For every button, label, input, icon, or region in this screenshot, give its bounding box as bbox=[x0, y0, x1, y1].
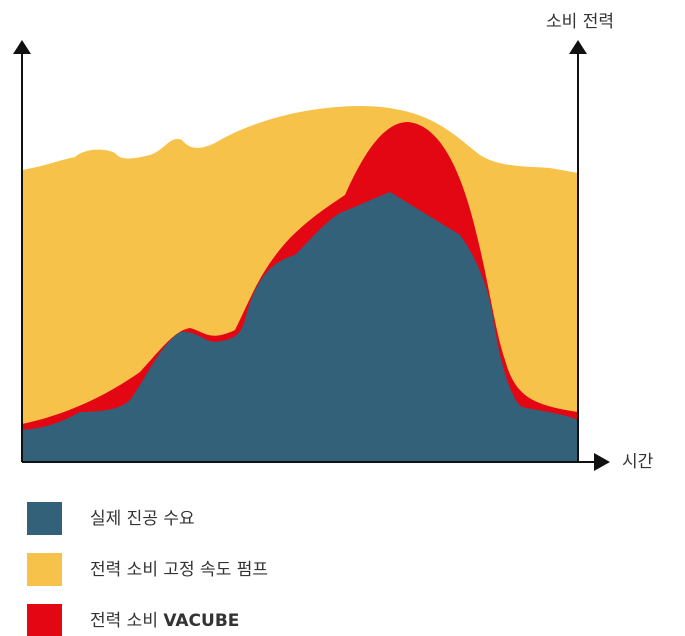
legend-text: 전력 소비 고정 속도 펌프 bbox=[90, 560, 268, 580]
legend-label: 전력 소비 고정 속도 펌프 bbox=[90, 560, 268, 580]
axes bbox=[13, 40, 610, 471]
legend-label: 실제 진공 수요 bbox=[90, 509, 195, 529]
y-arrow-right bbox=[569, 40, 587, 54]
legend-swatch bbox=[27, 553, 62, 586]
x-arrow bbox=[594, 453, 610, 471]
legend-swatch bbox=[27, 502, 62, 535]
y-arrow bbox=[13, 40, 31, 54]
legend-text: 전력 소비 bbox=[90, 611, 163, 631]
y-axis-label: 소비 전력 bbox=[546, 12, 614, 32]
legend-swatch bbox=[27, 604, 62, 636]
actual-demand-area bbox=[22, 192, 578, 462]
x-axis-label: 시간 bbox=[622, 452, 654, 472]
legend-text: 실제 진공 수요 bbox=[90, 509, 195, 529]
legend-label: 전력 소비 VACUBE bbox=[90, 611, 239, 631]
legend-bold: VACUBE bbox=[163, 611, 239, 631]
